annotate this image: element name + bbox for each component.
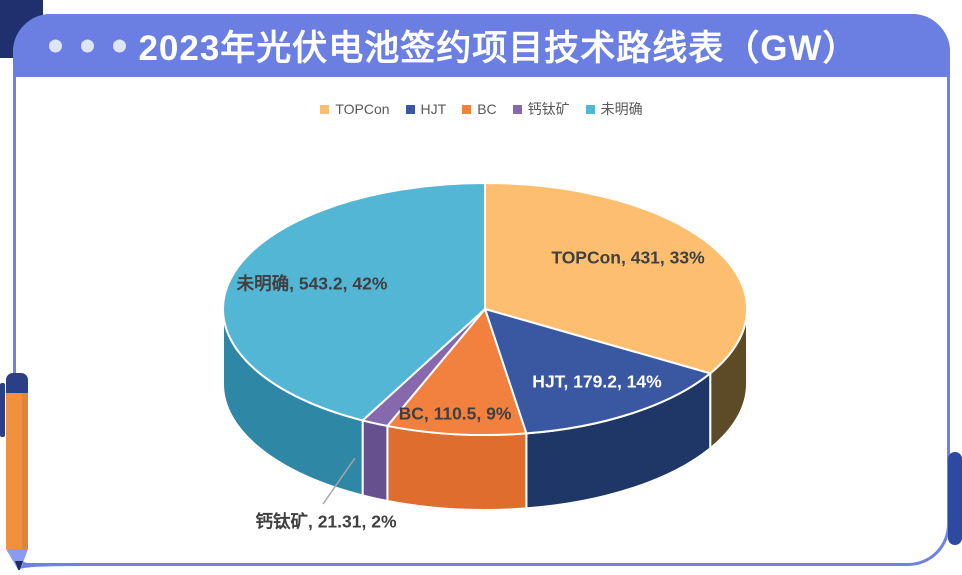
legend-item-topcon: TOPCon	[320, 101, 390, 117]
slice-label-perovskite: 钙钛矿, 21.31, 2%	[255, 511, 397, 532]
legend-label-unknown: 未明确	[600, 101, 643, 117]
legend-item-hjt: HJT	[405, 101, 447, 117]
window-dot	[81, 39, 94, 52]
legend-label-hjt: HJT	[420, 101, 447, 117]
legend-item-bc: BC	[462, 101, 497, 117]
pie-slice-side-perovskite	[361, 419, 389, 502]
pie-slice-side-bc	[386, 424, 528, 511]
legend-swatch-unknown	[585, 104, 595, 114]
legend-label-topcon: TOPCon	[335, 101, 390, 117]
slice-label-bc: BC, 110.5, 9%	[398, 403, 512, 424]
pen-nib	[6, 549, 28, 570]
pie-slice-topcon	[484, 182, 748, 375]
window-dot	[113, 39, 126, 52]
pie-slice-unknown	[222, 182, 486, 422]
chart-legend: TOPCon HJT BC 钙钛矿 未明确	[16, 99, 947, 119]
pen-clip	[0, 383, 5, 437]
slice-label-hjt: HJT, 179.2, 14%	[532, 371, 662, 392]
window-dot	[49, 39, 62, 52]
title-bar: 2023年光伏电池签约项目技术路线表（GW）	[13, 14, 950, 77]
pen-border-connector	[19, 563, 87, 569]
perovskite-leader-line	[322, 457, 356, 505]
legend-label-perovskite: 钙钛矿	[527, 101, 570, 117]
legend-swatch-bc	[462, 104, 472, 114]
pen-body-shade	[22, 393, 28, 549]
pen-cap	[6, 373, 28, 399]
legend-swatch-topcon	[320, 104, 330, 114]
legend-swatch-perovskite	[512, 104, 522, 114]
pen-illustration	[0, 373, 87, 571]
page-title: 2023年光伏电池签约项目技术路线表（GW）	[138, 29, 859, 68]
legend-swatch-hjt	[405, 104, 415, 114]
pie-slice-hjt	[484, 308, 712, 435]
window-dots	[49, 39, 126, 52]
pen-body	[6, 393, 28, 549]
bookmark-tab	[948, 452, 962, 545]
legend-item-unknown: 未明确	[585, 99, 643, 119]
legend-label-bc: BC	[477, 101, 497, 117]
pie-slice-bc	[386, 308, 528, 436]
legend-item-perovskite: 钙钛矿	[512, 99, 570, 119]
slice-label-unknown: 未明确, 543.2, 42%	[236, 273, 388, 294]
slice-label-topcon: TOPCon, 431, 33%	[551, 247, 705, 268]
pen-tip	[15, 561, 23, 571]
